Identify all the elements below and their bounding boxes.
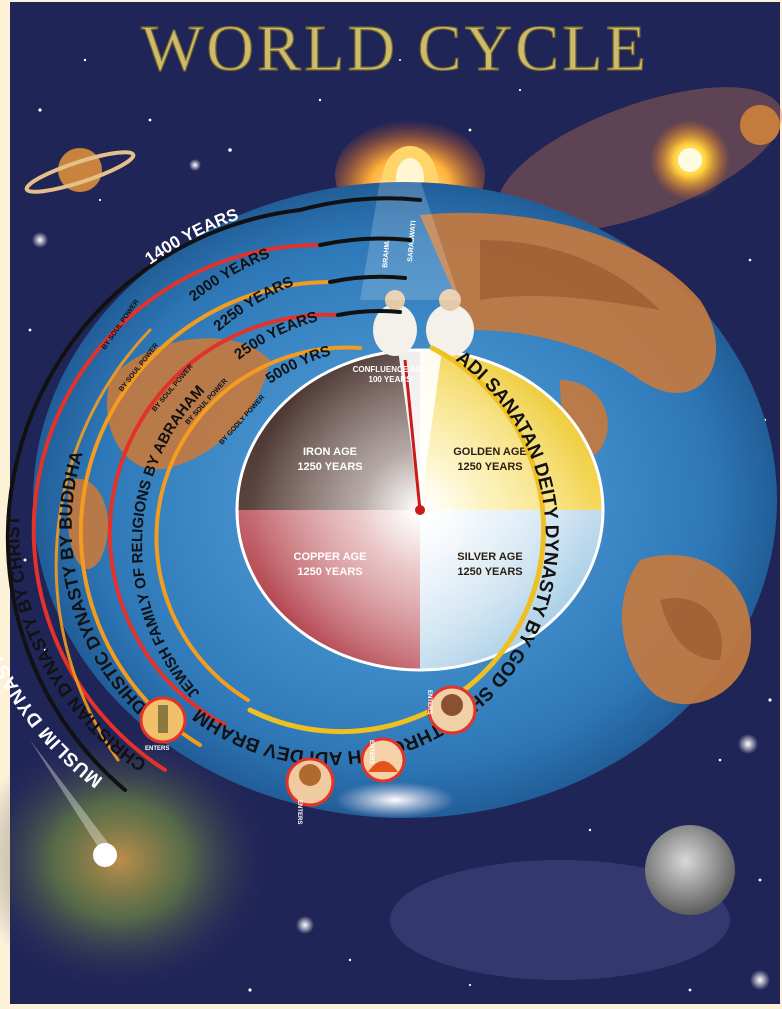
cloud	[335, 782, 455, 818]
dynasty-bands	[5, 196, 547, 792]
galaxy-glow	[497, 87, 782, 233]
comet-icon	[30, 740, 117, 867]
copper-age-label: COPPER AGE	[294, 551, 367, 563]
poster-title: WORLD CYCLE	[141, 12, 649, 85]
nebula-glow	[0, 730, 270, 990]
entering-label-4: ENTERS	[426, 690, 432, 714]
copper-age-years: 1250 YEARS	[297, 566, 362, 578]
entering-label-1: ENTERS	[145, 746, 169, 752]
band-muslim	[5, 208, 302, 792]
saraswati-label: SARASWATI	[407, 220, 418, 262]
golden-age-years: 1250 YEARS	[457, 461, 522, 473]
golden-age-label: GOLDEN AGE	[453, 446, 527, 458]
saturn-icon	[24, 148, 136, 194]
entering-label-3: ENTERS	[368, 740, 374, 764]
iron-age-years: 1250 YEARS	[297, 461, 362, 473]
jupiter-icon	[740, 105, 780, 145]
band-buddhist	[78, 280, 332, 747]
entering-label-2: ENTERS	[296, 800, 302, 824]
brahma-label: BRAHMA	[382, 237, 392, 269]
star-field	[23, 58, 772, 992]
band-deity	[247, 345, 547, 735]
band-christian	[31, 242, 322, 772]
band-jewish	[107, 312, 340, 727]
confluence-age-label: CONFLUENCE AGE	[353, 365, 428, 374]
iron-age-label: IRON AGE	[303, 446, 357, 458]
silver-age-years: 1250 YEARS	[457, 566, 522, 578]
sun-icon	[650, 120, 730, 200]
moon-icon	[645, 825, 735, 915]
band-adi	[154, 345, 362, 702]
silver-age-label: SILVER AGE	[457, 551, 522, 563]
clock-hand	[403, 359, 422, 511]
founder-portraits	[139, 685, 477, 807]
cycle-disc	[235, 348, 605, 672]
confluence-age-years: 100 YEARS	[369, 375, 413, 384]
